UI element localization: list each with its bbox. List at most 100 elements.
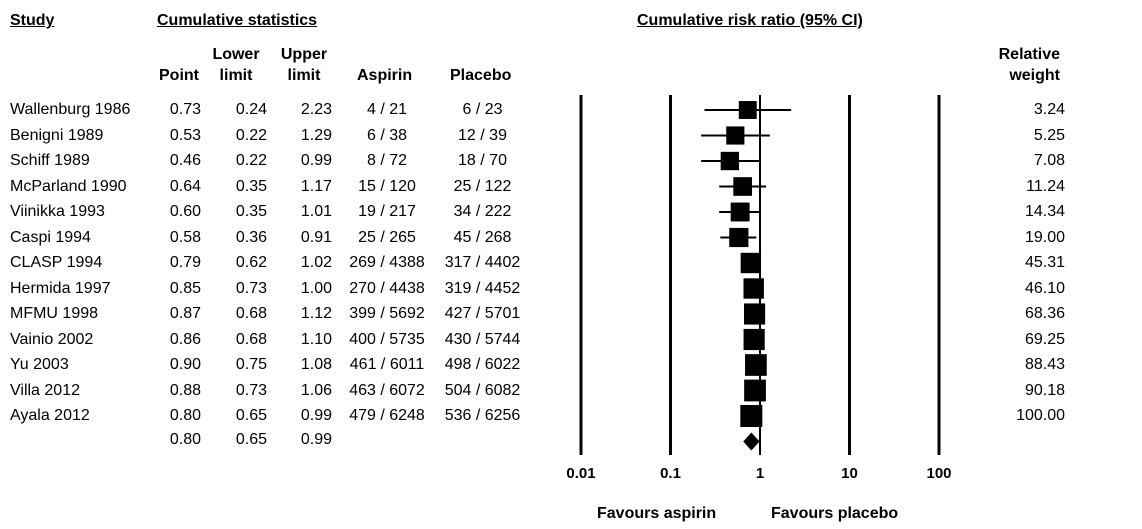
upper-limit-value: 1.17 [300,177,332,195]
summary-upper: 0.99 [300,431,332,448]
favours-placebo-label: Favours placebo [771,505,899,522]
lower-limit-value: 0.68 [235,330,267,348]
study-name: Viinikka 1993 [10,203,105,220]
x-tick-label: 0.01 [566,465,595,482]
lower-limit-value: 0.24 [235,101,267,118]
aspirin-events: 6 / 38 [366,126,408,144]
x-tick-label: 0.1 [660,465,681,482]
relative-weight-value: 46.10 [1024,279,1065,297]
upper-limit-value: 1.01 [300,203,332,220]
relative-weight-value: 69.25 [1024,330,1065,348]
aspirin-events: 270 / 4438 [349,279,425,297]
point-value: 0.85 [169,279,201,297]
aspirin-events: 269 / 4388 [349,254,425,271]
point-estimate-box [738,101,757,119]
lower-limit-value: 0.22 [235,126,267,144]
point-estimate-box [740,405,763,427]
study-name: Villa 2012 [10,381,80,399]
aspirin-events: 25 / 265 [358,228,416,246]
placebo-events: 25 / 122 [453,177,512,195]
study-name: Yu 2003 [10,356,69,373]
x-tick-label: 100 [926,465,951,482]
placebo-events: 6 / 23 [462,101,503,118]
favours-aspirin-label: Favours aspirin [597,505,717,522]
study-name: McParland 1990 [10,177,127,195]
summary-point: 0.80 [169,431,201,448]
aspirin-events: 4 / 21 [366,101,408,118]
relative-weight-value: 5.25 [1033,126,1065,144]
point-value: 0.90 [169,356,201,373]
upper-limit-value: 0.99 [300,407,332,424]
plot-title: Cumulative risk ratio (95% CI) [637,12,863,29]
relative-weight-value: 19.00 [1024,228,1065,246]
upper-limit-value: 1.02 [300,254,332,271]
placebo-events: 430 / 5744 [444,330,521,348]
upper-limit-value: 1.08 [300,356,332,373]
upper-limit-value: 1.06 [300,381,332,399]
lower-limit-value: 0.62 [235,254,267,271]
point-value: 0.73 [169,101,201,118]
placebo-events: 504 / 6082 [444,381,521,399]
lower-limit-header-line2: limit [219,67,253,84]
point-value: 0.53 [169,126,201,144]
upper-limit-value: 1.29 [300,126,332,144]
point-estimate-box [744,379,766,402]
lower-limit-value: 0.68 [235,305,267,322]
relative-weight-value: 45.31 [1024,254,1065,271]
aspirin-events: 463 / 6072 [349,381,425,399]
relative-weight-value: 68.36 [1024,305,1065,322]
point-estimate-box [729,227,749,248]
study-name: Vainio 2002 [10,330,94,348]
point-estimate-box [740,252,762,274]
placebo-events: 317 / 4402 [444,254,521,271]
placebo-events: 45 / 268 [453,228,512,246]
lower-limit-value: 0.35 [235,177,267,195]
relative-weight-value: 7.08 [1033,152,1065,169]
x-tick-label: 10 [841,465,858,482]
relative-weight-value: 3.24 [1033,101,1065,118]
study-header: Study [10,12,55,29]
upper-limit-value: 1.12 [300,305,332,322]
point-value: 0.60 [169,203,201,220]
point-header: Point [159,67,199,84]
study-name: Benigni 1989 [10,126,104,144]
upper-limit-value: 2.23 [300,101,332,118]
relative-weight-value: 88.43 [1024,356,1065,373]
point-estimate-box [743,278,764,299]
relative-weight-header-line1: Relative [998,46,1060,63]
summary-diamond [743,432,760,451]
relative-weight-value: 14.34 [1024,203,1065,220]
point-value: 0.46 [169,152,201,169]
point-estimate-box [733,177,752,196]
placebo-events: 536 / 6256 [444,407,521,424]
relative-weight-value: 90.18 [1024,381,1065,399]
lower-limit-value: 0.75 [235,356,267,373]
relative-weight-value: 100.00 [1016,407,1065,424]
aspirin-events: 479 / 6248 [349,407,425,424]
point-estimate-box [730,202,750,222]
point-value: 0.79 [169,254,201,271]
placebo-events: 498 / 6022 [444,356,521,373]
aspirin-events: 400 / 5735 [349,330,425,348]
study-name: Hermida 1997 [10,279,111,297]
upper-limit-value: 0.99 [300,152,332,169]
study-name: Ayala 2012 [10,407,90,424]
cumulative-statistics-header: Cumulative statistics [157,12,318,29]
study-name: Caspi 1994 [10,228,91,246]
point-estimate-box [744,303,766,325]
aspirin-header: Aspirin [357,67,413,84]
aspirin-events: 15 / 120 [358,177,416,195]
point-estimate-box [726,126,745,145]
relative-weight-header-line2: weight [1009,67,1060,84]
placebo-events: 12 / 39 [458,126,507,144]
point-value: 0.87 [169,305,201,322]
lower-limit-value: 0.65 [235,407,267,424]
point-value: 0.80 [169,407,201,424]
lower-limit-value: 0.73 [235,279,267,297]
aspirin-events: 399 / 5692 [349,305,425,322]
point-estimate-box [720,151,739,171]
point-value: 0.64 [169,177,201,195]
upper-limit-value: 1.10 [300,330,332,348]
